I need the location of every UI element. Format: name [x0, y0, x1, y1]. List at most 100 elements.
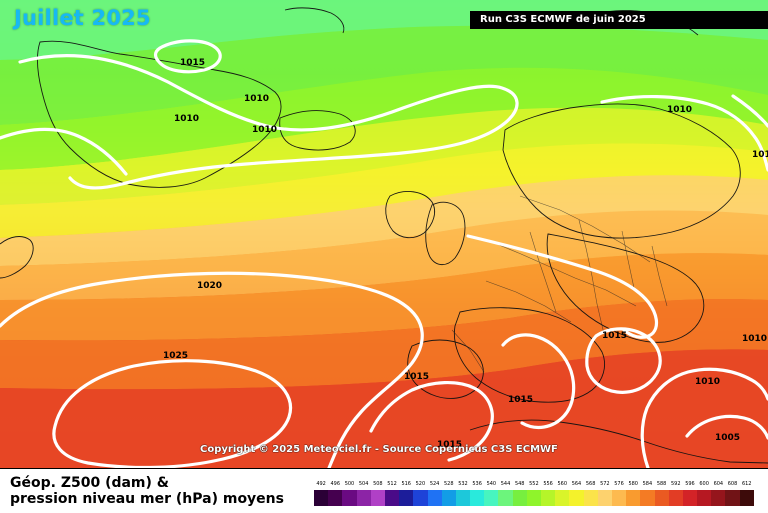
z500-band-580 [0, 298, 768, 390]
run-label: Run C3S ECMWF de juin 2025 [470, 11, 768, 29]
isobar-1020 [0, 271, 424, 468]
scale-value: 536 [472, 481, 482, 487]
scale-value: 512 [387, 481, 397, 487]
scale-swatch [682, 490, 698, 506]
scale-value: 500 [344, 481, 355, 487]
color-scale-labels: 492 496 500 504 508 512 516 520 524 528 532 536 540 5… [314, 479, 754, 490]
scale-value: 504 [358, 481, 369, 487]
scale-value: 596 [685, 481, 695, 487]
isobar-1005 [685, 414, 768, 440]
scale-swatch [342, 490, 357, 506]
isobar-1010-east-med [640, 367, 768, 468]
borders [451, 195, 668, 373]
scale-swatch [427, 490, 442, 506]
scale-swatch [569, 490, 584, 506]
isobar-1010-greenland [18, 54, 519, 190]
scale-swatch [455, 490, 471, 506]
isobar-label: 1010 [742, 334, 767, 344]
isobar-1010-scandinavia [600, 94, 768, 172]
scale-value: 508 [373, 481, 383, 487]
isobar-1025 [52, 359, 292, 468]
isobar-label: 1010 [252, 125, 277, 135]
scale-value: 600 [699, 481, 709, 487]
isobar-label: 1020 [197, 281, 222, 291]
scale-swatch [611, 490, 627, 506]
isobar-label: 1015 [404, 372, 429, 382]
scale-swatch [314, 490, 329, 506]
scale-value: 516 [401, 481, 411, 487]
scale-value: 604 [713, 481, 724, 487]
scale-value: 524 [429, 481, 440, 487]
isobar-label: 1025 [163, 351, 188, 361]
scale-value: 580 [628, 481, 638, 487]
scale-swatch [498, 490, 513, 506]
z500-band-564 [0, 143, 768, 238]
isobar-label: 1015 [437, 440, 462, 450]
z500-band-552 [0, 67, 768, 170]
scale-value: 560 [557, 481, 568, 487]
scale-swatch [739, 490, 754, 506]
scale-swatch [626, 490, 641, 506]
page-title: Juillet 2025 [14, 6, 151, 30]
scale-swatch [512, 490, 527, 506]
scale-value: 492 [316, 481, 326, 487]
z500-band-576 [0, 253, 768, 341]
isobar-1015-italy [501, 333, 576, 430]
scale-swatch [370, 490, 385, 506]
scale-swatch [583, 490, 598, 506]
scale-value: 564 [571, 481, 582, 487]
isobar-1015-top-left [153, 39, 222, 74]
scale-swatch [597, 490, 612, 506]
scale-swatch [356, 490, 371, 506]
scale-value: 548 [514, 481, 525, 487]
z500-band-548 [0, 25, 768, 126]
scale-value: 528 [444, 481, 454, 487]
scale-value: 496 [330, 481, 341, 487]
z500-band-560 [0, 107, 768, 205]
scale-swatch [441, 490, 456, 506]
map-svg: 1015 1010 1010 1010 1010 1010 1020 1025 … [0, 0, 768, 468]
isobar-1010-east [731, 94, 768, 128]
scale-swatch [470, 490, 485, 506]
isobar-1015-balkans [585, 327, 662, 394]
scale-value: 592 [671, 481, 681, 487]
scale-swatch [697, 490, 712, 506]
color-scale: 492 496 500 504 508 512 516 520 524 528 532 536 540 5… [314, 479, 754, 507]
scale-value: 544 [500, 481, 511, 487]
scale-swatch [413, 490, 428, 506]
isobar-label: 1015 [180, 58, 205, 68]
isobar-1015-iberia [369, 380, 494, 462]
isobar-label: 1015 [508, 395, 533, 405]
z500-band-568 [0, 175, 768, 266]
scale-swatch [526, 490, 541, 506]
scale-value: 568 [585, 481, 596, 487]
scale-value: 588 [656, 481, 667, 487]
scale-value: 552 [529, 481, 539, 487]
legend-line-2: pression niveau mer (hPa) moyens [10, 491, 284, 507]
scale-value: 584 [642, 481, 653, 487]
scale-value: 556 [543, 481, 553, 487]
isobar-label: 1010 [695, 377, 720, 387]
legend-text: Géop. Z500 (dam) & pression niveau mer (… [10, 475, 284, 507]
isobar-label: 1005 [715, 433, 740, 443]
z500-band-572 [0, 210, 768, 300]
isobar-label: 1010 [667, 105, 692, 115]
scale-swatch [484, 490, 499, 506]
color-scale-swatches [314, 490, 754, 506]
scale-value: 540 [486, 481, 497, 487]
scale-swatch [711, 490, 726, 506]
scale-swatch [668, 490, 683, 506]
scale-value: 572 [600, 481, 610, 487]
isobar-label: 1015 [602, 331, 627, 341]
scale-swatch [725, 490, 740, 506]
isobar-label: 1010 [752, 150, 768, 160]
legend-bar: Géop. Z500 (dam) & pression niveau mer (… [0, 468, 768, 513]
scale-swatch [384, 490, 400, 506]
scale-value: 576 [614, 481, 624, 487]
z500-band-584 [0, 349, 768, 468]
scale-value: 612 [741, 481, 752, 487]
copyright-text: Copyright © 2025 Meteociel.fr - Source C… [200, 444, 558, 455]
scale-swatch [555, 490, 570, 506]
isobars [0, 39, 768, 468]
